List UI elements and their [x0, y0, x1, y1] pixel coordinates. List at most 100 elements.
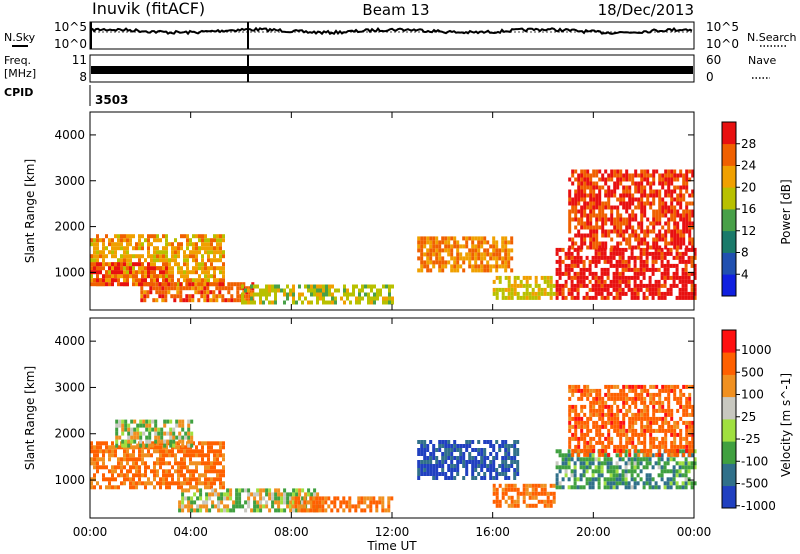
- heatmap-cell: [102, 461, 105, 466]
- heatmap-cell: [147, 238, 150, 243]
- heatmap-cell: [186, 262, 189, 267]
- heatmap-cell: [147, 250, 150, 255]
- heatmap-cell: [601, 201, 605, 206]
- heatmap-cell: [690, 279, 694, 284]
- heatmap-cell: [658, 237, 662, 242]
- heatmap-cell: [595, 432, 599, 437]
- heatmap-cell: [645, 247, 649, 252]
- heatmap-cell: [645, 481, 649, 486]
- heatmap-cell: [140, 282, 144, 287]
- heatmap-cell: [685, 436, 689, 441]
- heatmap-cell: [222, 250, 225, 255]
- heatmap-cell: [621, 251, 625, 256]
- heatmap-cell: [637, 440, 641, 445]
- heatmap-cell: [152, 286, 156, 291]
- heatmap-cell: [166, 431, 170, 436]
- heatmap-cell: [643, 396, 647, 401]
- heatmap-cell: [483, 472, 487, 476]
- heatmap-cell: [600, 283, 604, 288]
- heatmap-cell: [123, 278, 126, 283]
- heatmap-cell: [169, 435, 173, 440]
- heatmap-cell: [640, 169, 644, 174]
- y-tick-label: 2000: [54, 427, 85, 441]
- heatmap-cell: [93, 262, 96, 267]
- heatmap-cell: [210, 274, 213, 279]
- nsky-trace: [91, 26, 693, 36]
- heatmap-cell: [525, 487, 529, 492]
- colorbar-tick-label: 12: [741, 224, 756, 238]
- heatmap-cell: [675, 485, 679, 490]
- heatmap-cell: [111, 242, 114, 247]
- heatmap-cell: [177, 477, 180, 482]
- heatmap-cell: [688, 193, 692, 198]
- heatmap-cell: [634, 185, 638, 190]
- heatmap-cell: [271, 284, 274, 289]
- heatmap-cell: [631, 213, 635, 218]
- heatmap-cell: [601, 229, 605, 234]
- heatmap-cell: [180, 469, 183, 474]
- heatmap-cell: [123, 234, 126, 239]
- heatmap-cell: [613, 384, 617, 389]
- heatmap-cell: [591, 477, 595, 482]
- heatmap-cell: [516, 495, 520, 500]
- heatmap-cell: [618, 271, 622, 276]
- heatmap-cell: [573, 283, 577, 288]
- heatmap-cell: [673, 229, 677, 234]
- heatmap-cell: [180, 485, 183, 490]
- heatmap-cell: [224, 286, 228, 291]
- heatmap-cell: [489, 440, 493, 444]
- heatmap-cell: [619, 221, 623, 226]
- heatmap-cell: [435, 456, 439, 460]
- heatmap-cell: [678, 275, 682, 280]
- heatmap-cell: [598, 432, 602, 437]
- heatmap-cell: [651, 255, 655, 260]
- heatmap-cell: [645, 477, 649, 482]
- heatmap-cell: [429, 236, 433, 241]
- heatmap-cell: [591, 287, 595, 292]
- heatmap-cell: [156, 445, 159, 450]
- heatmap-cell: [688, 209, 692, 214]
- heatmap-cell: [376, 292, 379, 297]
- heatmap-cell: [627, 461, 631, 466]
- heatmap-cell: [417, 464, 421, 468]
- heatmap-cell: [153, 274, 156, 279]
- heatmap-cell: [592, 237, 596, 242]
- heatmap-cell: [135, 465, 138, 470]
- heatmap-cell: [636, 449, 640, 454]
- heatmap-cell: [441, 444, 445, 448]
- heatmap-cell: [447, 240, 451, 245]
- heatmap-cell: [594, 469, 598, 474]
- heatmap-cell: [315, 500, 319, 505]
- heatmap-cell: [105, 477, 108, 482]
- heatmap-cell: [204, 238, 207, 243]
- heatmap-cell: [153, 266, 156, 271]
- heatmap-cell: [195, 242, 198, 247]
- heatmap-cell: [621, 259, 625, 264]
- heatmap-cell: [592, 245, 596, 250]
- heatmap-cell: [207, 445, 210, 450]
- heatmap-cell: [164, 294, 168, 299]
- heatmap-cell: [613, 428, 617, 433]
- heatmap-cell: [210, 266, 213, 271]
- heatmap-cell: [688, 392, 692, 397]
- heatmap-cell: [591, 259, 595, 264]
- heatmap-cell: [507, 452, 511, 456]
- heatmap-cell: [655, 408, 659, 413]
- heatmap-cell: [474, 468, 478, 472]
- heatmap-cell: [504, 240, 508, 245]
- heatmap-cell: [589, 197, 593, 202]
- heatmap-cell: [325, 288, 328, 293]
- heatmap-cell: [161, 286, 165, 291]
- heatmap-cell: [603, 259, 607, 264]
- heatmap-cell: [207, 278, 210, 283]
- heatmap-cell: [492, 244, 496, 249]
- heatmap-cell: [99, 250, 102, 255]
- heatmap-cell: [301, 488, 305, 493]
- heatmap-cell: [438, 240, 442, 245]
- heatmap-cell: [687, 247, 691, 252]
- heatmap-cell: [540, 491, 544, 496]
- heatmap-cell: [643, 432, 647, 437]
- heatmap-cell: [126, 238, 129, 243]
- heatmap-cell: [658, 209, 662, 214]
- heatmap-cell: [622, 237, 626, 242]
